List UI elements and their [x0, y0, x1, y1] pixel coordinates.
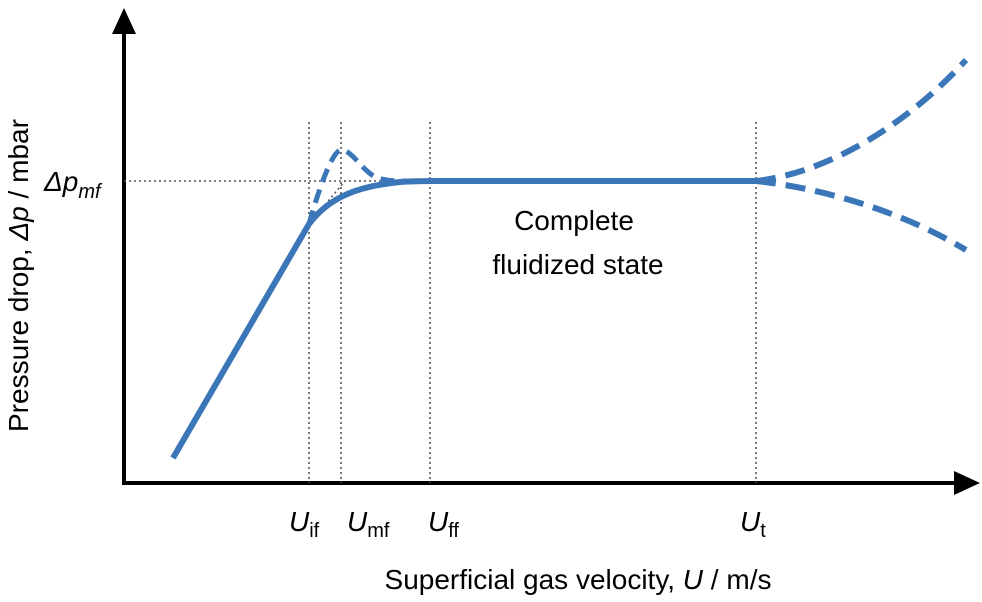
region-label-line2: fluidized state	[492, 249, 663, 280]
overshoot-curve	[306, 147, 431, 225]
main-pressure-curve	[170, 178, 760, 460]
x-axis-label: Superficial gas velocity, U / m/s	[385, 564, 772, 595]
delta-p-mf-label: Δpmf	[43, 166, 103, 203]
u-ff-label: Uff	[428, 506, 459, 542]
axes	[112, 8, 980, 495]
lower-diverging-curve	[755, 178, 968, 253]
u-mf-label: Umf	[347, 506, 390, 542]
y-axis-label: Pressure drop, Δp / mbar	[3, 119, 34, 432]
upper-diverging-curve	[755, 57, 969, 184]
y-axis-arrow	[112, 8, 136, 34]
u-t-label: Ut	[740, 506, 766, 542]
x-axis-arrow	[954, 471, 980, 495]
extrapolation-guide	[308, 180, 346, 225]
guide-lines	[124, 122, 760, 483]
region-label-line1: Complete	[514, 205, 634, 236]
curves	[170, 57, 969, 460]
u-if-label: Uif	[289, 506, 320, 542]
